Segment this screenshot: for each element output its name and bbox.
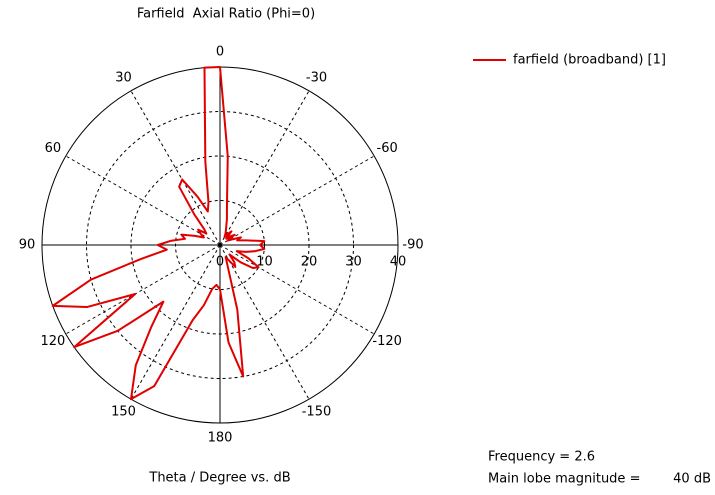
theta-tick-label: -30: [306, 70, 327, 85]
theta-tick-label: -60: [377, 141, 398, 156]
theta-tick-label: 60: [45, 141, 62, 156]
theta-tick-label: 90: [19, 238, 36, 253]
r-tick-label: 10: [256, 255, 273, 270]
theta-tick-label: -150: [302, 405, 332, 420]
theta-tick-label: 150: [111, 405, 136, 420]
annotation: Frequency = 2.6: [488, 450, 595, 465]
r-tick-label: 40: [390, 255, 407, 270]
r-tick-label: 30: [345, 255, 362, 270]
theta-tick-label: -120: [372, 334, 402, 349]
legend-label: farfield (broadband) [1]: [513, 53, 666, 68]
theta-tick-label: 120: [40, 334, 65, 349]
theta-tick-label: 30: [115, 70, 132, 85]
theta-tick-label: 0: [216, 45, 224, 60]
r-tick-label: 20: [301, 255, 318, 270]
axis-label: Theta / Degree vs. dB: [148, 471, 290, 486]
theta-tick-label: -90: [402, 238, 423, 253]
chart-title: Farfield Axial Ratio (Phi=0): [137, 7, 315, 22]
theta-tick-label: 180: [208, 431, 233, 446]
annotation: 40 dB: [673, 472, 711, 487]
series-line: [51, 66, 266, 401]
annotation: Main lobe magnitude =: [488, 472, 640, 487]
